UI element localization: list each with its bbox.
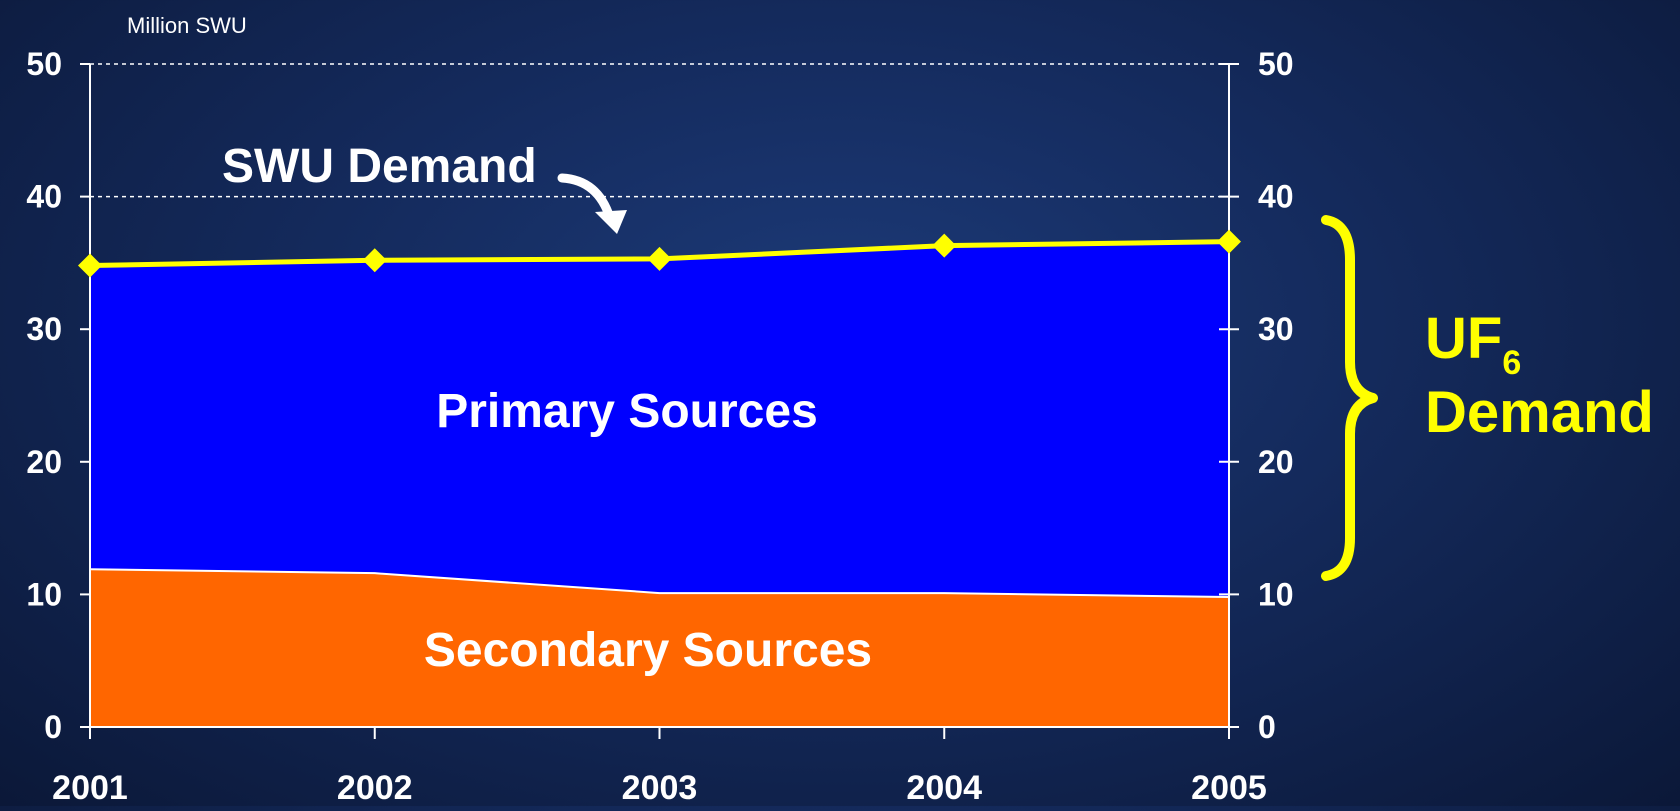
y-tick-label-right: 40 xyxy=(1258,179,1294,215)
secondary-sources-area xyxy=(90,569,1229,727)
y-tick-label: 10 xyxy=(26,576,62,612)
primary-sources-area xyxy=(90,241,1229,598)
y-axis-left: 0 10 20 30 40 50 xyxy=(26,46,90,745)
uf6-main: UF xyxy=(1425,306,1502,371)
y-tick-label: 50 xyxy=(26,46,62,82)
x-axis: 2001 2002 2003 2004 2005 xyxy=(52,727,1267,807)
swu-demand-point xyxy=(932,233,957,258)
area-series xyxy=(89,241,1230,727)
y-tick-label: 0 xyxy=(44,709,62,745)
brace-icon xyxy=(1321,215,1378,581)
uf6-subscript: 6 xyxy=(1502,344,1521,382)
arrow-head-icon xyxy=(595,210,627,234)
primary-sources-label: Primary Sources xyxy=(436,385,818,438)
uf6-label: UF6 xyxy=(1425,306,1521,382)
y-axis-right: 0 10 20 30 40 50 xyxy=(1219,46,1294,745)
area-boundary-line xyxy=(89,568,1230,599)
gridlines xyxy=(90,63,1229,198)
swu-demand-point xyxy=(1217,229,1241,254)
swu-demand-label: SWU Demand xyxy=(222,140,537,193)
secondary-sources-label: Secondary Sources xyxy=(424,624,872,677)
unit-label: Million SWU xyxy=(127,13,247,38)
y-tick-label: 40 xyxy=(26,179,62,215)
y-tick-label: 20 xyxy=(26,444,62,480)
swu-demand-point xyxy=(78,253,102,278)
x-tick-label: 2004 xyxy=(906,769,982,806)
swu-demand-point xyxy=(362,248,387,273)
y-tick-label-right: 30 xyxy=(1258,311,1294,347)
y-tick-label-right: 20 xyxy=(1258,444,1294,480)
x-tick-label: 2001 xyxy=(52,769,128,806)
y-tick-label: 30 xyxy=(26,311,62,347)
y-tick-label-right: 0 xyxy=(1258,709,1276,745)
x-tick-label: 2002 xyxy=(337,769,413,806)
swu-demand-point xyxy=(647,246,672,271)
y-tick-label-right: 50 xyxy=(1258,46,1294,82)
demand-label: Demand xyxy=(1425,380,1654,445)
y-tick-label-right: 10 xyxy=(1258,576,1294,612)
swu-demand-series xyxy=(78,229,1241,278)
x-tick-label: 2003 xyxy=(622,769,698,806)
x-tick-label: 2005 xyxy=(1191,769,1267,806)
